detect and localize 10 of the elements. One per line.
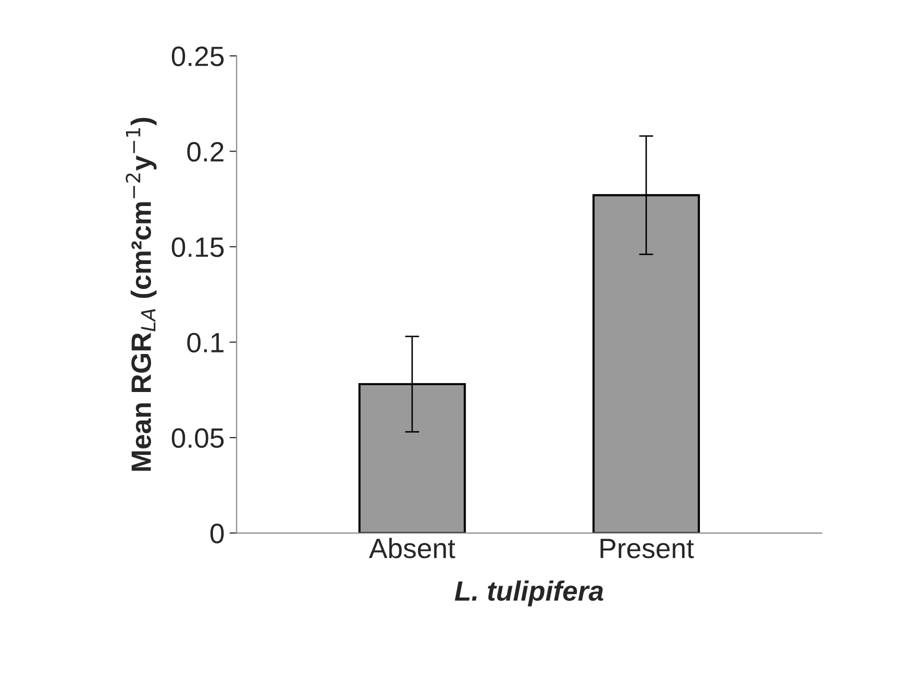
y-tick-label: 0.2 xyxy=(187,142,224,162)
y-tick-label: 0.05 xyxy=(172,428,224,448)
y-tick-label: 0 xyxy=(210,524,224,544)
y-tick-label: 0.25 xyxy=(172,46,224,66)
x-tick-label: Absent xyxy=(368,538,456,558)
x-axis-title: L. tulipifera xyxy=(454,580,604,606)
y-axis-title: Mean RGR$_{LA}$ (cm²cm$^{−2}$y$^{−1}$) xyxy=(126,118,157,471)
y-tick-label: 0.15 xyxy=(172,237,224,258)
x-tick-label: Present xyxy=(600,538,694,558)
y-tick-label: 0.1 xyxy=(187,332,224,352)
